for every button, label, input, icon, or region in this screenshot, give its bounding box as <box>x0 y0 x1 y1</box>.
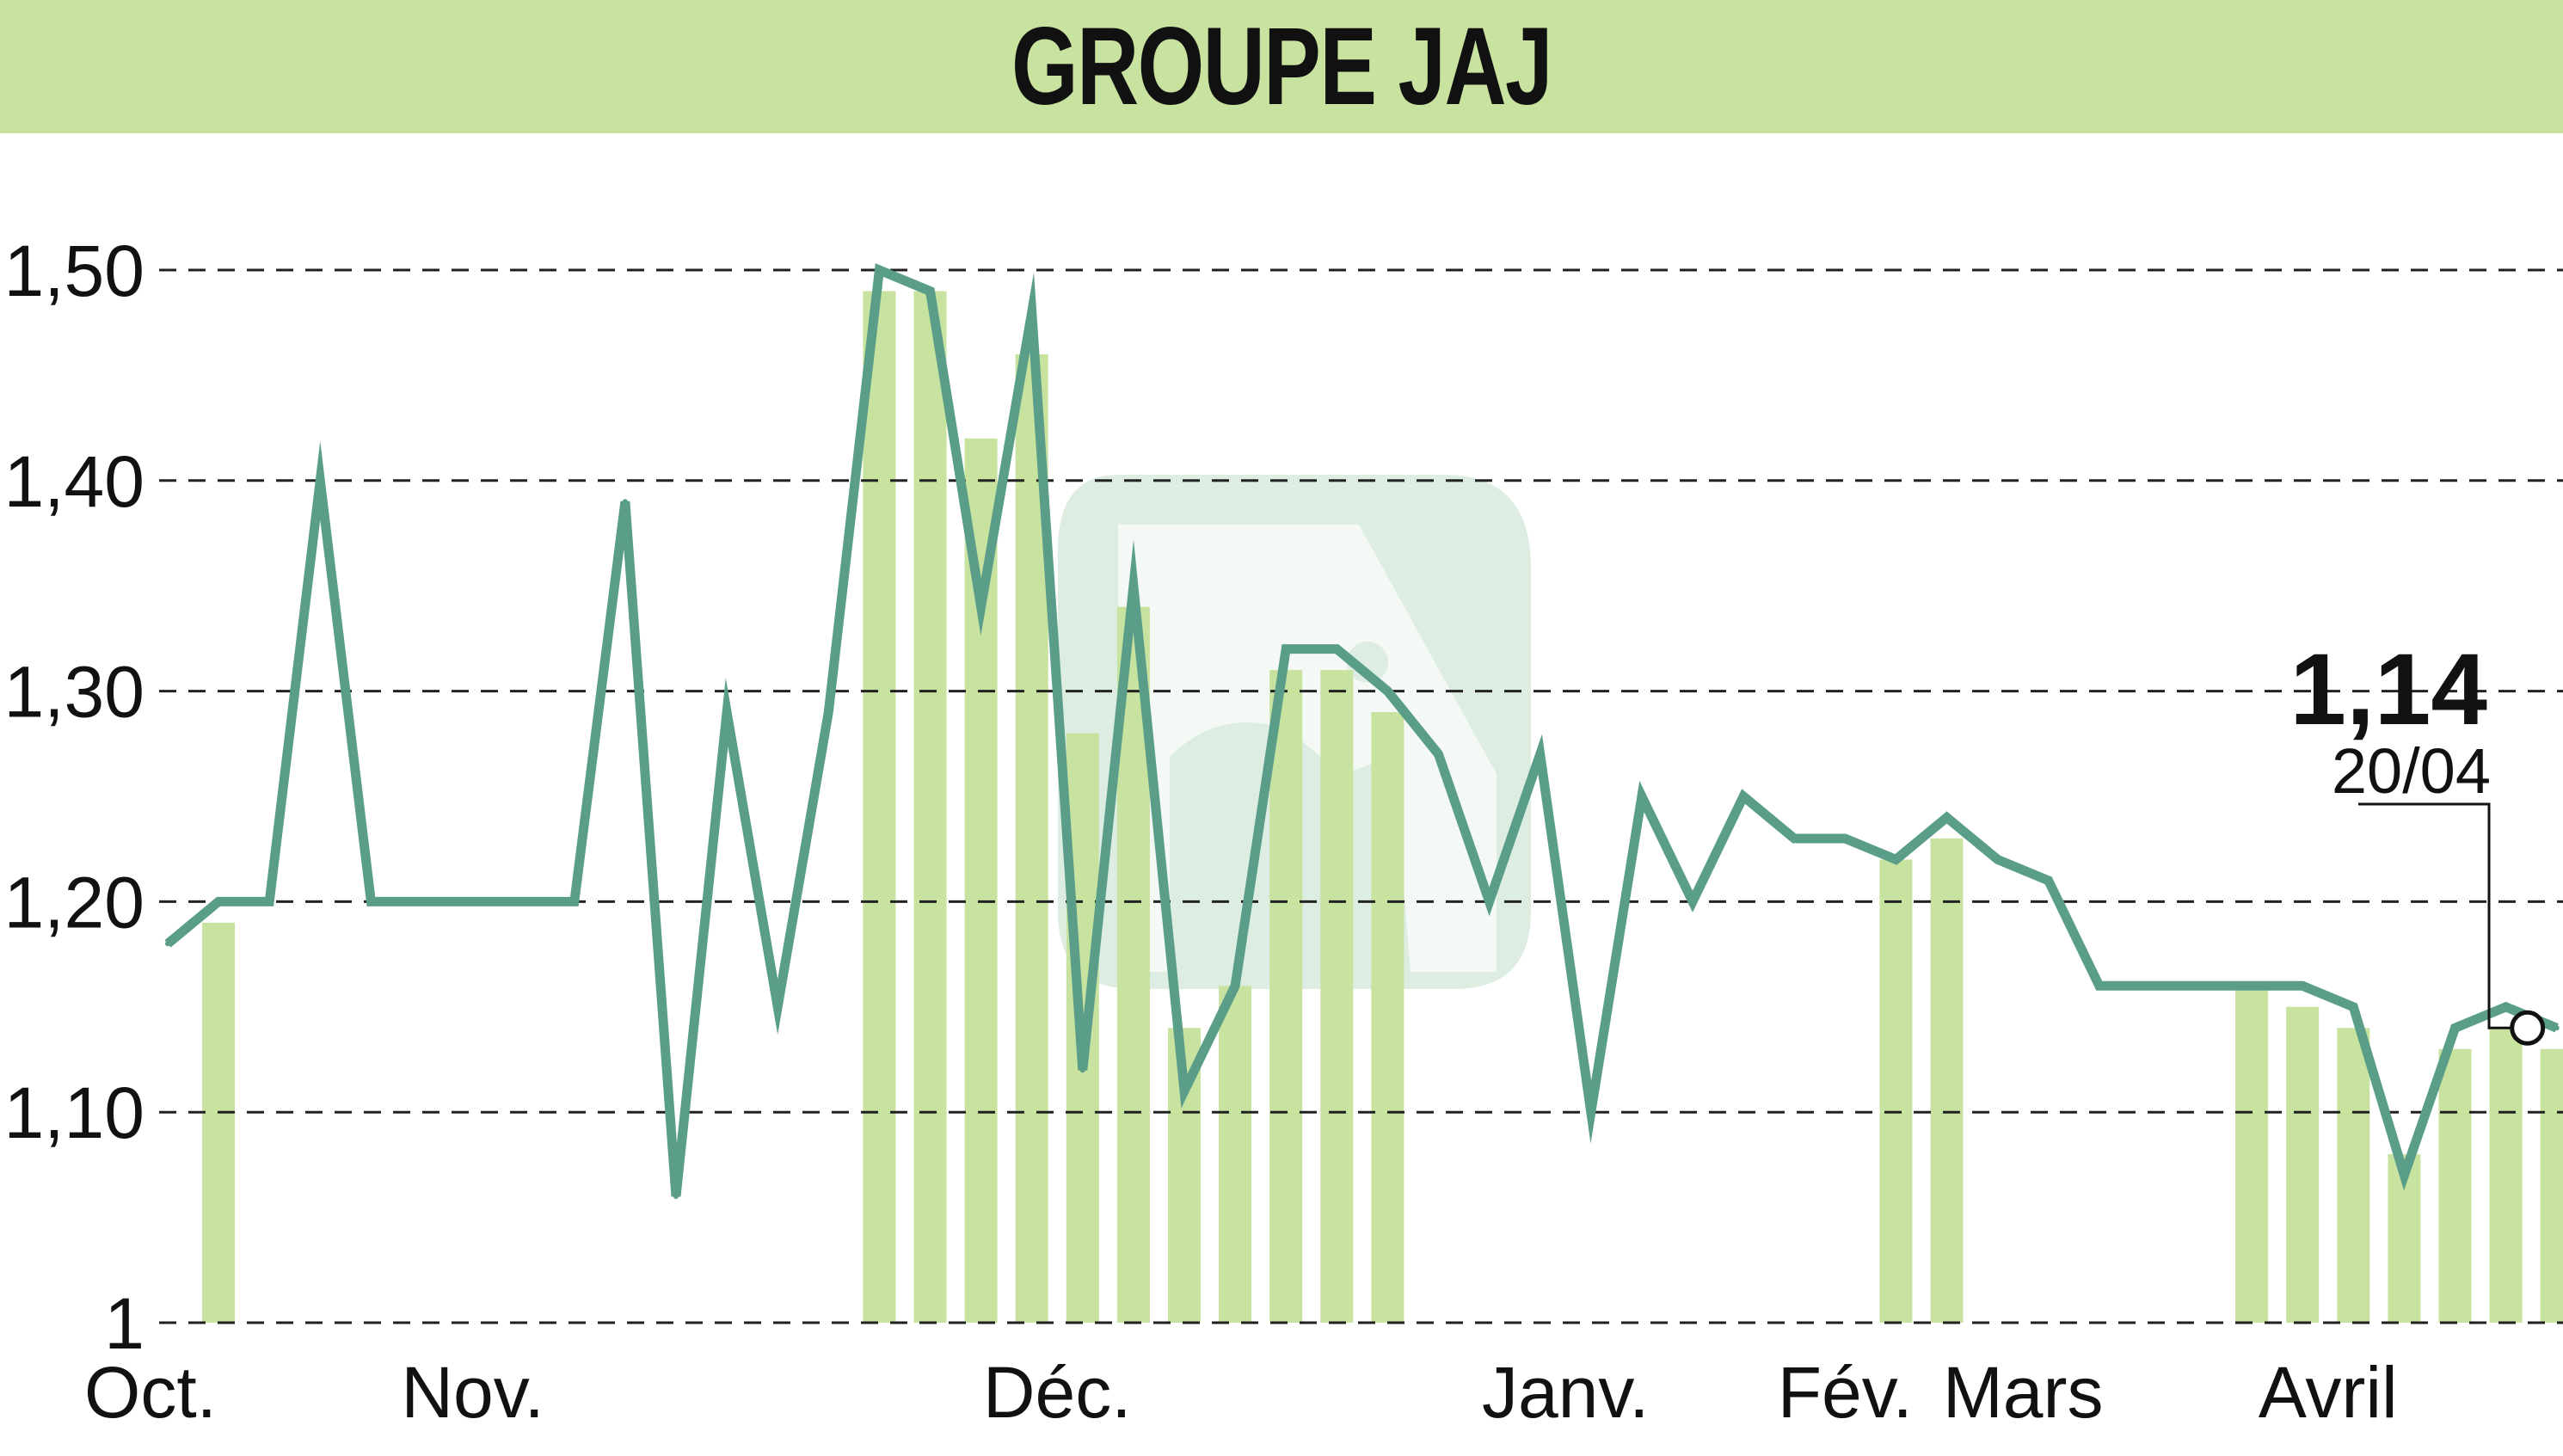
volume-bar <box>1219 986 1252 1323</box>
x-tick-label: Déc. <box>983 1352 1132 1433</box>
y-tick-label: 1,10 <box>4 1072 145 1153</box>
x-axis-ticks: Oct. Nov. Déc. Janv. Fév. Mars Avril <box>84 1352 2398 1433</box>
x-tick-label: Mars <box>1943 1352 2104 1433</box>
volume-bar <box>2540 1048 2563 1323</box>
series-line <box>164 263 2559 1197</box>
data-point <box>1334 646 1340 652</box>
volume-bar <box>1320 670 1354 1323</box>
y-tick-label: 1,40 <box>4 441 145 522</box>
data-point <box>876 267 882 273</box>
volume-bar <box>2438 1048 2472 1323</box>
volume-bar <box>2489 1028 2523 1323</box>
data-point <box>1232 983 1238 989</box>
data-point <box>1130 583 1136 589</box>
data-point <box>1994 857 2001 863</box>
volume-bar <box>1879 859 1913 1323</box>
data-point <box>1486 899 1492 905</box>
y-tick-label: 1 <box>104 1283 144 1364</box>
data-point <box>419 899 425 905</box>
x-tick-label: Oct. <box>84 1352 217 1433</box>
data-point <box>470 899 476 905</box>
data-point <box>1741 794 1747 799</box>
x-tick-label: Fév. <box>1778 1352 1913 1433</box>
data-point <box>2198 983 2203 989</box>
data-point <box>520 899 526 905</box>
data-point <box>317 477 323 483</box>
last-date-label: 20/04 <box>2332 735 2491 807</box>
data-point <box>775 1004 781 1010</box>
data-point <box>1792 835 1798 841</box>
data-point <box>978 604 984 610</box>
data-point <box>2096 983 2102 989</box>
data-point <box>724 710 730 716</box>
data-point <box>2401 1172 2407 1178</box>
data-point <box>2249 983 2255 989</box>
volume-bar <box>1269 670 1303 1323</box>
volume-bar <box>913 291 947 1324</box>
data-point <box>1842 835 1848 841</box>
data-point <box>1029 309 1035 315</box>
volume-bar <box>2235 986 2269 1323</box>
data-point <box>1690 899 1695 905</box>
volume-bar <box>2337 1028 2370 1323</box>
data-point <box>1944 814 1950 820</box>
data-point <box>927 288 933 294</box>
data-point <box>165 941 170 947</box>
data-point <box>216 899 222 905</box>
x-tick-label: Janv. <box>1482 1352 1650 1433</box>
title-bar <box>0 0 2563 133</box>
y-tick-label: 1,50 <box>4 230 145 311</box>
data-point <box>2351 1004 2357 1010</box>
volume-bar <box>863 291 896 1324</box>
volume-bar <box>202 922 236 1323</box>
volume-bar <box>1371 712 1404 1323</box>
data-point <box>267 899 273 905</box>
data-point <box>2503 1004 2509 1010</box>
x-tick-label: Nov. <box>401 1352 544 1433</box>
y-tick-label: 1,20 <box>4 862 145 943</box>
data-point <box>571 899 577 905</box>
gridlines <box>159 268 2563 1324</box>
data-point <box>1588 1109 1594 1115</box>
data-point <box>673 1194 679 1200</box>
last-value-label: 1,14 <box>2289 633 2487 746</box>
data-point <box>2045 877 2051 883</box>
x-tick-label: Avril <box>2259 1352 2398 1433</box>
data-point <box>2452 1025 2458 1031</box>
data-point <box>2300 983 2306 989</box>
volume-bar <box>964 438 998 1324</box>
data-point <box>1638 794 1644 799</box>
data-point <box>1079 1067 1085 1073</box>
data-point <box>1182 1088 1187 1094</box>
volume-bar <box>1930 838 1964 1323</box>
data-point <box>826 710 832 716</box>
data-point <box>1435 752 1441 758</box>
price-line <box>164 263 2560 1200</box>
data-point <box>622 499 628 505</box>
y-axis-ticks: 1 1,10 1,20 1,30 1,40 1,50 <box>4 230 145 1364</box>
chart-title: GROUPE JAJ <box>1011 5 1553 128</box>
data-point <box>2554 1025 2560 1031</box>
annotation-leader <box>2358 802 2543 1029</box>
volume-bars <box>202 291 2563 1324</box>
volume-bar <box>2286 1006 2320 1323</box>
data-point <box>1283 646 1289 652</box>
data-point <box>1893 857 1899 863</box>
y-tick-label: 1,30 <box>4 652 145 733</box>
last-point-marker <box>2510 1010 2546 1046</box>
data-point <box>368 899 374 905</box>
data-point <box>1537 752 1543 758</box>
data-point <box>2147 983 2153 989</box>
data-point <box>1385 688 1391 694</box>
